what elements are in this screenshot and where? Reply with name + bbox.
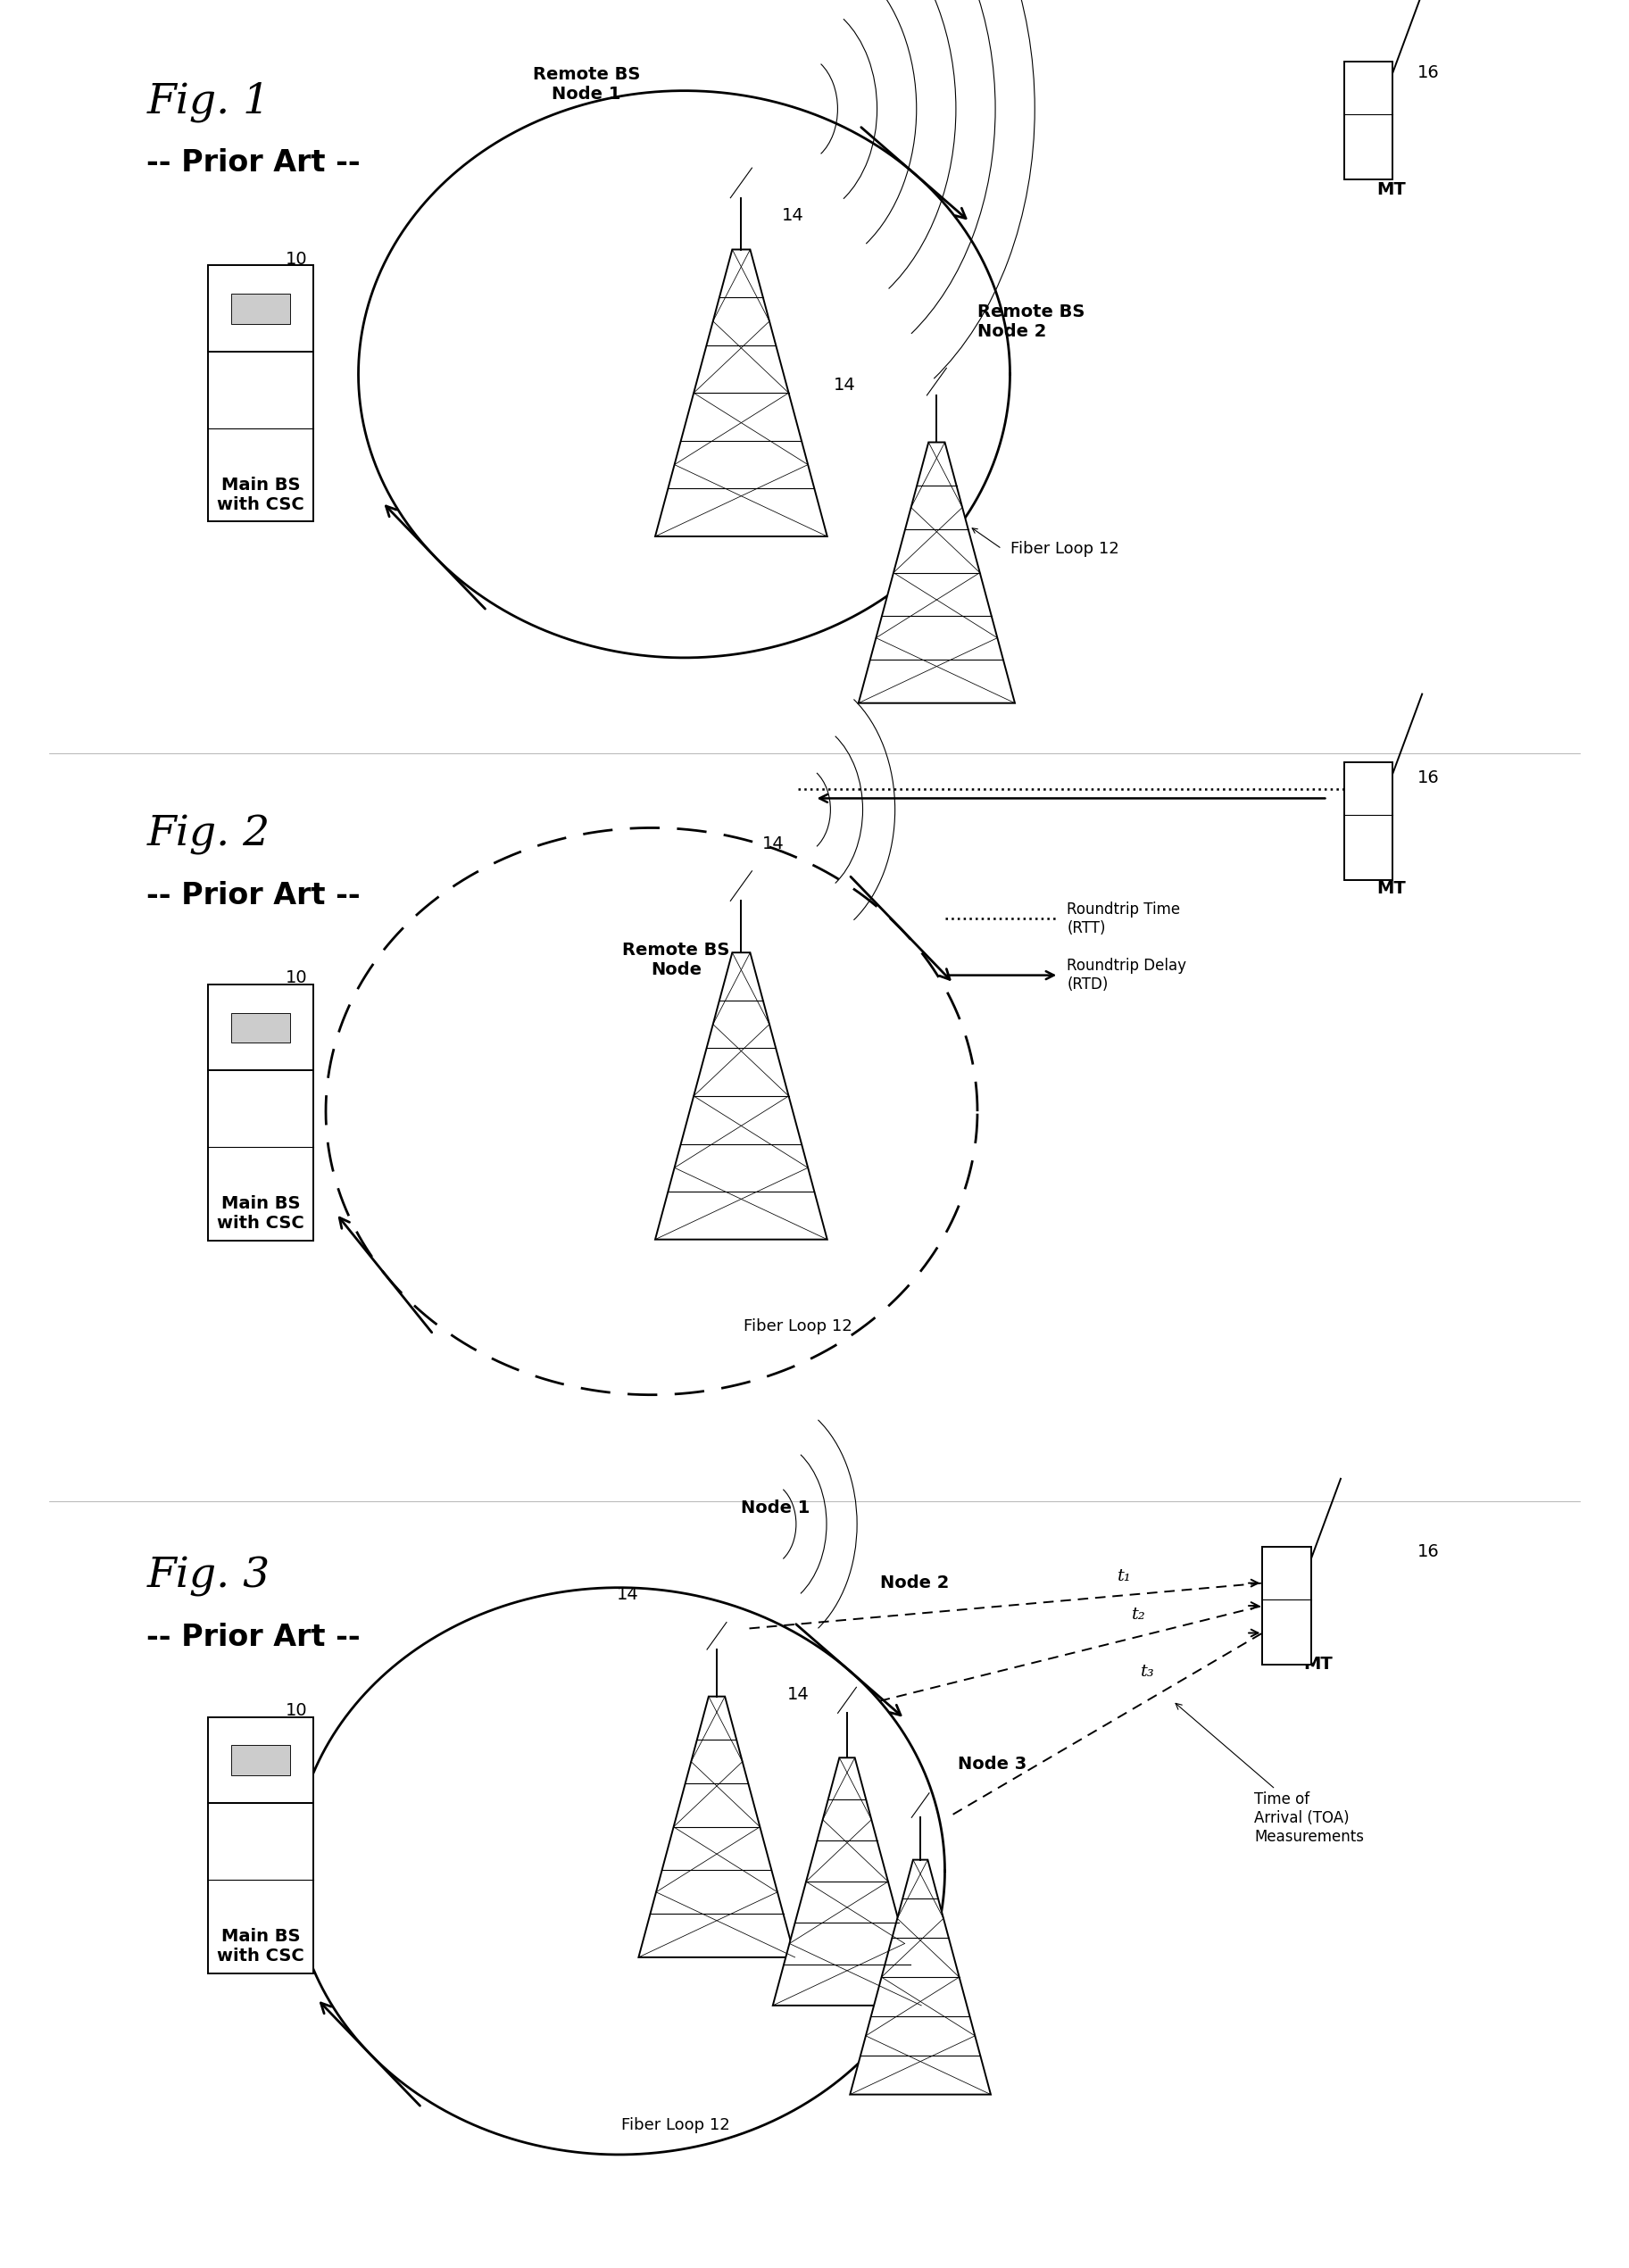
- Text: 10: 10: [285, 252, 306, 268]
- Text: 16: 16: [1417, 1542, 1440, 1560]
- Text: 10: 10: [285, 971, 306, 987]
- Text: Fig. 3: Fig. 3: [147, 1556, 270, 1597]
- Text: Fiber Loop 12: Fiber Loop 12: [744, 1318, 852, 1336]
- Polygon shape: [858, 442, 1015, 703]
- Text: -- Prior Art --: -- Prior Art --: [147, 150, 360, 177]
- Text: Fig. 2: Fig. 2: [147, 814, 270, 855]
- Text: Time of
Arrival (TOA)
Measurements: Time of Arrival (TOA) Measurements: [1176, 1703, 1363, 1844]
- Polygon shape: [1344, 61, 1393, 179]
- Text: 16: 16: [1417, 769, 1440, 787]
- Polygon shape: [772, 1758, 922, 2005]
- Polygon shape: [209, 352, 313, 522]
- Polygon shape: [209, 1717, 313, 1803]
- Text: 14: 14: [782, 206, 805, 225]
- Text: t₂: t₂: [1132, 1606, 1147, 1624]
- Text: MT: MT: [1377, 181, 1406, 197]
- Polygon shape: [1262, 1547, 1311, 1665]
- Text: Roundtrip Delay
(RTD): Roundtrip Delay (RTD): [1067, 957, 1186, 993]
- Polygon shape: [231, 295, 290, 324]
- Text: Main BS
with CSC: Main BS with CSC: [217, 1928, 305, 1964]
- Text: 14: 14: [787, 1685, 810, 1703]
- Text: Node 2: Node 2: [880, 1574, 948, 1592]
- Polygon shape: [231, 1014, 290, 1043]
- Text: MT: MT: [1303, 1656, 1333, 1672]
- Text: t₁: t₁: [1117, 1567, 1132, 1585]
- Text: Fig. 1: Fig. 1: [147, 82, 270, 122]
- Text: 14: 14: [616, 1585, 639, 1603]
- Text: -- Prior Art --: -- Prior Art --: [147, 882, 360, 909]
- Text: 14: 14: [832, 376, 855, 395]
- Text: 10: 10: [285, 1703, 306, 1719]
- Text: Main BS
with CSC: Main BS with CSC: [217, 1195, 305, 1232]
- Text: 14: 14: [762, 835, 785, 853]
- Polygon shape: [209, 1070, 313, 1241]
- Polygon shape: [639, 1696, 795, 1957]
- Text: MT: MT: [1377, 880, 1406, 896]
- Text: Remote BS
Node 1: Remote BS Node 1: [533, 66, 640, 102]
- Text: Fiber Loop 12: Fiber Loop 12: [622, 2116, 730, 2134]
- Polygon shape: [850, 1860, 990, 2096]
- Text: Roundtrip Time
(RTT): Roundtrip Time (RTT): [1067, 900, 1181, 937]
- Polygon shape: [1344, 762, 1393, 880]
- Text: 16: 16: [1417, 64, 1440, 82]
- Text: Node 3: Node 3: [958, 1755, 1026, 1774]
- Text: Remote BS
Node: Remote BS Node: [622, 941, 730, 978]
- Text: t₃: t₃: [1140, 1662, 1155, 1681]
- Text: Node 1: Node 1: [741, 1499, 810, 1517]
- Text: Main BS
with CSC: Main BS with CSC: [217, 476, 305, 513]
- Polygon shape: [655, 249, 828, 538]
- Polygon shape: [209, 1803, 313, 1973]
- Polygon shape: [231, 1746, 290, 1776]
- Text: Remote BS
Node 2: Remote BS Node 2: [977, 304, 1085, 340]
- Polygon shape: [655, 953, 828, 1238]
- Text: Fiber Loop 12: Fiber Loop 12: [1010, 540, 1119, 558]
- Text: -- Prior Art --: -- Prior Art --: [147, 1624, 360, 1651]
- Polygon shape: [209, 984, 313, 1070]
- Polygon shape: [209, 265, 313, 352]
